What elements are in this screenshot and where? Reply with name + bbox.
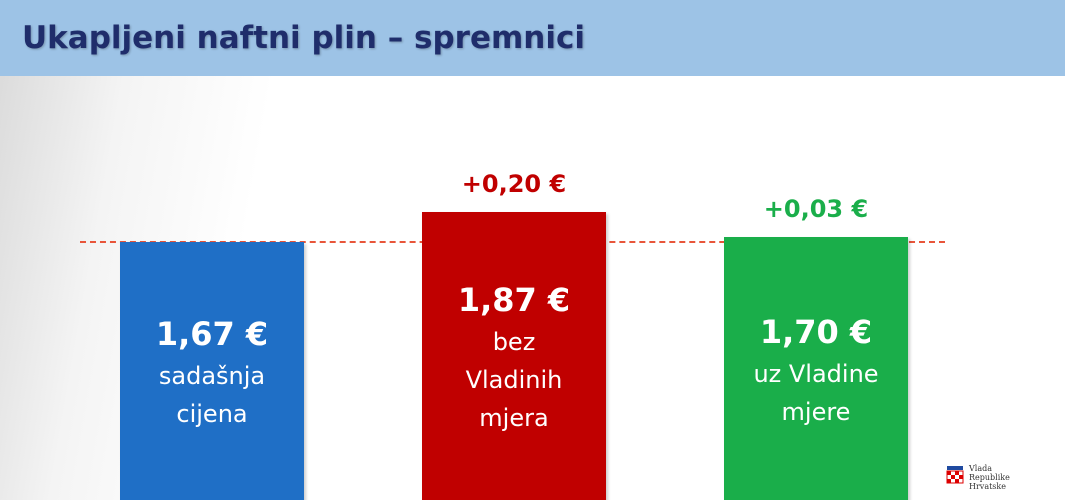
category-label: bez Vladinih mjera (465, 327, 563, 432)
bar: 1,70 € uz Vladine mjere (724, 237, 908, 500)
logo: Vlada Republike Hrvatske (945, 464, 1010, 491)
category-label: uz Vladine mjere (753, 359, 879, 426)
annotation: +0,20 € (461, 169, 567, 198)
annotation: +0,03 € (763, 195, 869, 223)
value-label: 1,70 € (759, 312, 873, 351)
chart-title: Ukapljeni naftni plin – spremnici (22, 20, 585, 56)
category-label: sadašnja cijena (158, 361, 266, 428)
header-band (0, 0, 1065, 76)
logo-icon (946, 466, 964, 484)
bar: 1,67 € sadašnja cijena (120, 241, 304, 500)
logo-text: Vlada Republike Hrvatske (969, 464, 1010, 491)
bar: 1,87 € bez Vladinih mjera (422, 211, 606, 500)
value-label: 1,67 € (155, 314, 269, 353)
value-label: 1,87 € (457, 280, 571, 319)
